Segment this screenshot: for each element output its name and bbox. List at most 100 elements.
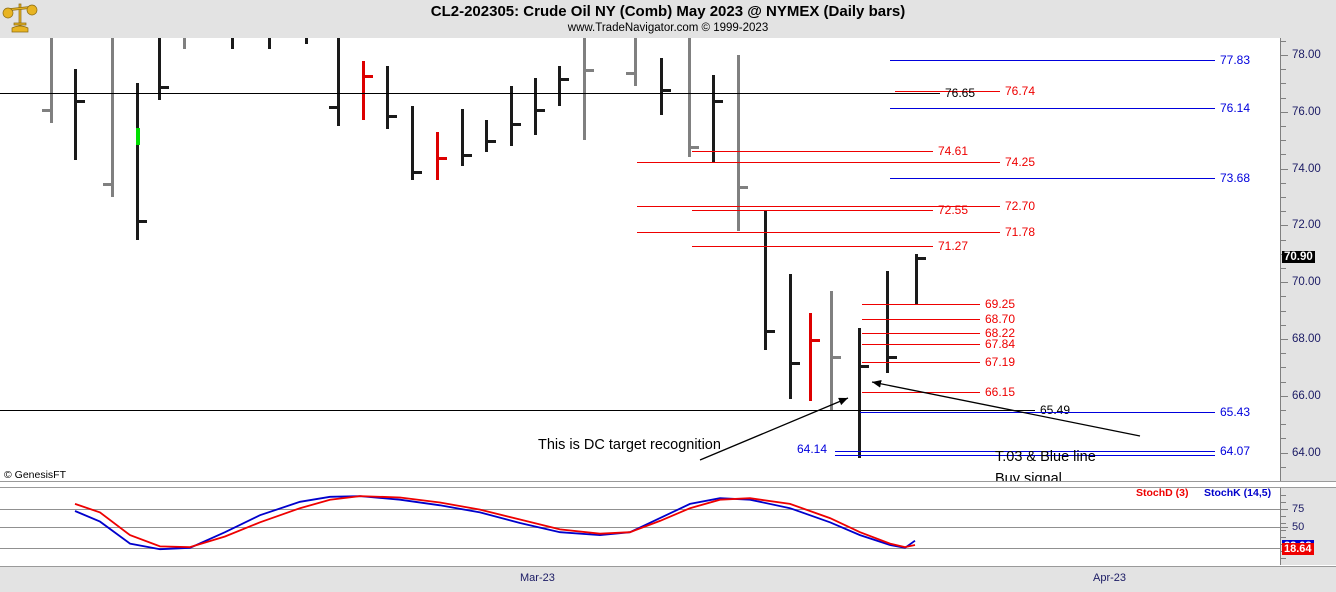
ohlc-bar[interactable] [830,290,833,410]
red-target-line[interactable] [692,151,933,153]
price-axis-label: 66.00 [1292,389,1321,402]
price-axis-minor-tick [1281,40,1286,42]
ohlc-bar[interactable] [268,38,271,50]
ohlc-bar[interactable] [337,38,340,127]
blue-signal-label: 73.68 [1220,170,1251,185]
price-axis-minor-tick [1281,197,1286,199]
ohlc-bar[interactable] [789,273,792,399]
red-target-line[interactable] [637,161,1000,163]
price-axis-minor-tick [1281,310,1286,312]
red-target-line[interactable] [637,231,1000,233]
ohlc-bar[interactable] [183,38,186,50]
blue-signal-line[interactable] [890,107,1215,109]
price-axis[interactable]: 78.00 76.00 74.00 72.00 70.00 68.00 66.00 64.00… [1280,38,1336,481]
stochastic-axis[interactable]: 755022.0318.64 [1280,488,1336,565]
chart-annotation: Buy signal [995,471,1062,481]
red-target-label: 72.55 [938,202,969,217]
ohlc-bar[interactable] [362,60,365,121]
ohlc-bar[interactable] [809,313,812,402]
ohlc-bar[interactable] [50,38,53,124]
date-axis[interactable]: Mar-23 Apr-23 [0,566,1336,592]
blue-signal-line[interactable] [860,411,1215,413]
ohlc-bar[interactable] [634,38,637,87]
stochastic-pane[interactable] [0,488,1280,565]
ohlc-bar-highlight [136,128,140,145]
pane-divider-bottom [0,487,1336,488]
blue-signal-line[interactable] [890,59,1215,61]
ohlc-bar[interactable] [436,131,439,180]
red-target-line[interactable] [862,343,980,345]
ohlc-open-tick [329,106,337,110]
ohlc-open-tick [103,182,111,186]
blue-signal-line[interactable] [835,450,1215,452]
ohlc-bar[interactable] [764,211,767,351]
red-target-line[interactable] [862,391,980,393]
price-axis-label: 68.00 [1292,333,1321,345]
ohlc-bar[interactable] [74,69,77,161]
ohlc-bar[interactable] [886,270,889,374]
ohlc-bar[interactable] [510,86,513,146]
red-target-label: 71.78 [1005,224,1036,239]
ohlc-bar[interactable] [660,57,663,115]
stochastic-axis-minor-tick [1281,508,1286,510]
red-target-line[interactable] [862,332,980,334]
price-axis-minor-tick [1281,239,1286,241]
stochastic-line [74,495,916,551]
price-axis-label: 74.00 [1292,162,1321,175]
price-axis-tick [1281,452,1288,454]
black-level-line[interactable] [0,410,1035,412]
ohlc-bar[interactable] [915,253,918,305]
ohlc-bar[interactable] [583,38,586,141]
scales-of-justice-icon [2,1,38,35]
ohlc-close-tick [663,89,671,93]
red-target-label: 74.25 [1005,154,1036,169]
price-axis-tick [1281,55,1288,57]
ohlc-bar[interactable] [305,38,308,44]
price-pane[interactable]: 76.74 74.61 74.25 72.70 72.55 71.78 71.27 69.25… [0,38,1280,481]
ohlc-close-tick [365,74,373,78]
ohlc-bar[interactable] [534,77,537,135]
price-axis-minor-tick [1281,211,1286,213]
ohlc-bar[interactable] [386,66,389,129]
red-target-line[interactable] [692,246,933,248]
price-axis-minor-tick [1281,69,1286,71]
ohlc-bar[interactable] [461,108,464,166]
red-target-line[interactable] [692,209,933,211]
red-target-line[interactable] [862,303,980,305]
stochastic-gridline [0,526,1280,528]
red-target-line[interactable] [637,205,1000,207]
ohlc-bar[interactable] [858,327,861,459]
red-target-label: 67.84 [985,336,1016,351]
ohlc-bar[interactable] [737,55,740,232]
price-axis-label: 78.00 [1292,49,1321,62]
price-axis-minor-tick [1281,324,1286,326]
red-target-line[interactable] [895,90,1000,92]
ohlc-close-tick [812,339,820,342]
ohlc-bar[interactable] [231,38,234,50]
ohlc-close-tick [767,330,775,334]
ohlc-bar[interactable] [688,38,691,158]
red-target-line[interactable] [862,319,980,321]
stochastic-axis-minor-tick [1281,501,1286,503]
price-axis-minor-tick [1281,97,1286,99]
red-target-line[interactable] [862,362,980,363]
ohlc-bar[interactable] [158,38,161,101]
ohlc-bar[interactable] [111,38,114,198]
ohlc-bar[interactable] [558,66,561,107]
ohlc-close-tick [861,364,869,368]
black-level-line[interactable] [0,93,940,95]
stochastic-legend-item: StochK (14,5) [1204,487,1272,499]
ohlc-close-tick [715,100,723,104]
red-target-label: 67.19 [985,355,1016,369]
ohlc-close-tick [833,356,841,360]
ohlc-bar[interactable] [136,83,139,240]
ohlc-bar[interactable] [712,74,715,163]
price-axis-minor-tick [1281,182,1286,184]
current-price-badge: 70.90 [1282,250,1315,263]
ohlc-bar[interactable] [485,120,488,152]
chart-subtitle: www.TradeNavigator.com © 1999-2023 [567,22,769,34]
stochastic-axis-minor-tick [1281,530,1286,532]
ohlc-bar[interactable] [411,106,414,180]
blue-signal-line[interactable] [890,177,1215,179]
